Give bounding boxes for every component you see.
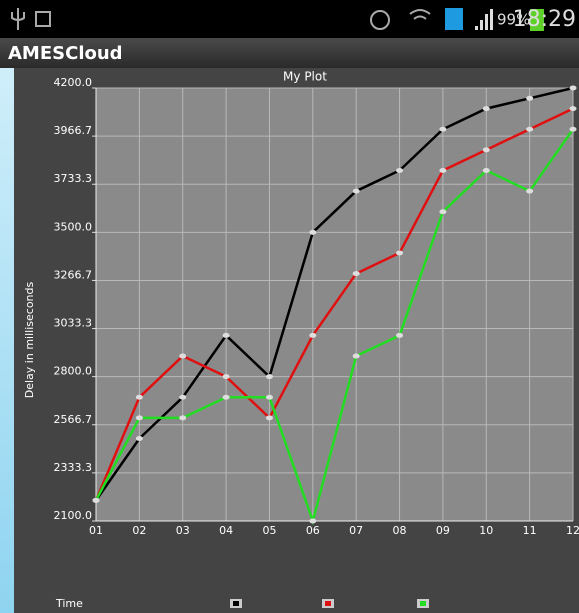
- data-point: [483, 168, 490, 173]
- x-tick-label: 09: [436, 524, 450, 537]
- y-tick-label: 2800.0: [54, 365, 93, 378]
- data-point: [179, 354, 186, 359]
- data-point: [309, 519, 316, 524]
- data-point: [309, 230, 316, 235]
- data-point: [526, 189, 533, 194]
- x-tick-label: 05: [262, 524, 276, 537]
- y-tick-label: 4200.0: [54, 76, 93, 89]
- data-point: [136, 415, 143, 420]
- x-tick-label: 11: [523, 524, 537, 537]
- app-title: AMESCloud: [8, 43, 123, 64]
- data-point: [223, 395, 230, 400]
- legend-color: [420, 601, 426, 606]
- y-tick-label: 3500.0: [54, 220, 93, 233]
- data-point: [439, 168, 446, 173]
- y-tick-label: 2100.0: [54, 509, 93, 522]
- data-point: [439, 127, 446, 132]
- x-tick-label: 08: [393, 524, 407, 537]
- data-point: [570, 86, 577, 91]
- data-point: [93, 498, 100, 503]
- y-tick-label: 2333.3: [54, 461, 93, 474]
- data-point: [136, 436, 143, 441]
- x-tick-label: 07: [349, 524, 363, 537]
- y-tick-label: 3733.3: [54, 172, 93, 185]
- y-axis-label: Delay in milliseconds: [23, 281, 36, 398]
- x-axis-label: Time: [55, 597, 83, 610]
- data-point: [266, 395, 273, 400]
- data-point: [179, 415, 186, 420]
- chart-title: My Plot: [283, 70, 327, 84]
- data-point: [396, 250, 403, 255]
- data-point: [223, 333, 230, 338]
- y-tick-label: 3033.3: [54, 317, 93, 330]
- data-point: [353, 189, 360, 194]
- clock: 18:29: [513, 7, 576, 32]
- legend-color: [233, 601, 239, 606]
- x-tick-label: 12: [566, 524, 579, 537]
- data-point: [570, 106, 577, 111]
- data-point: [309, 333, 316, 338]
- chart: 99% 18:29 AMESCloud My Plot Delay in mil…: [0, 0, 579, 613]
- y-tick-label: 3266.7: [54, 268, 93, 281]
- data-point: [179, 395, 186, 400]
- data-point: [526, 96, 533, 101]
- x-tick-label: 06: [306, 524, 320, 537]
- data-point: [439, 209, 446, 214]
- x-tick-label: 01: [89, 524, 103, 537]
- x-tick-label: 03: [176, 524, 190, 537]
- data-point: [266, 374, 273, 379]
- data-point: [353, 271, 360, 276]
- data-point: [136, 395, 143, 400]
- screen: 99% 18:29 AMESCloud My Plot Delay in mil…: [0, 0, 579, 613]
- data-point: [483, 147, 490, 152]
- sim-icon: [445, 8, 463, 30]
- x-tick-label: 02: [132, 524, 146, 537]
- x-tick-label: 10: [479, 524, 493, 537]
- data-point: [526, 127, 533, 132]
- y-tick-label: 2566.7: [54, 413, 93, 426]
- x-tick-label: 04: [219, 524, 233, 537]
- data-point: [396, 168, 403, 173]
- data-point: [570, 127, 577, 132]
- data-point: [396, 333, 403, 338]
- legend-color: [325, 601, 331, 606]
- data-point: [266, 415, 273, 420]
- y-tick-label: 3966.7: [54, 124, 93, 137]
- data-point: [223, 374, 230, 379]
- data-point: [483, 106, 490, 111]
- data-point: [353, 354, 360, 359]
